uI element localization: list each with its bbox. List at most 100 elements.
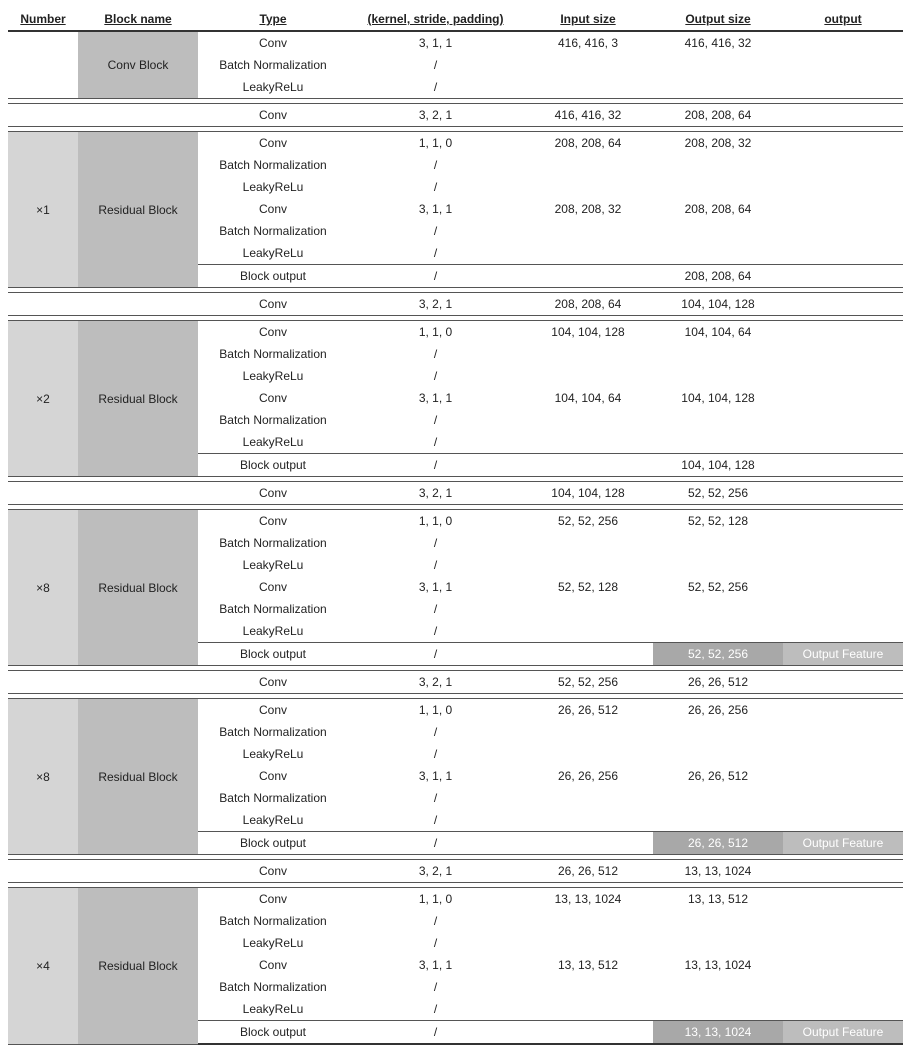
output-cell: Output Feature bbox=[783, 1021, 903, 1045]
block-name-cell: Residual Block bbox=[78, 132, 198, 288]
ksp-cell: / bbox=[348, 620, 523, 643]
type-cell: Block output bbox=[198, 454, 348, 477]
table-row: Conv3, 2, 1104, 104, 12852, 52, 256 bbox=[8, 482, 903, 505]
input-size-cell: 13, 13, 512 bbox=[523, 954, 653, 976]
table-row: Conv3, 2, 126, 26, 51213, 13, 1024 bbox=[8, 860, 903, 883]
ksp-cell: / bbox=[348, 532, 523, 554]
type-cell: LeakyReLu bbox=[198, 365, 348, 387]
output-cell bbox=[783, 54, 903, 76]
type-cell: LeakyReLu bbox=[198, 620, 348, 643]
output-cell bbox=[783, 482, 903, 505]
output-cell bbox=[783, 910, 903, 932]
output-cell bbox=[783, 721, 903, 743]
output-size-cell: 26, 26, 512 bbox=[653, 671, 783, 694]
type-cell: LeakyReLu bbox=[198, 809, 348, 832]
output-size-cell bbox=[653, 554, 783, 576]
ksp-cell: / bbox=[348, 743, 523, 765]
number-cell bbox=[8, 31, 78, 99]
ksp-cell: / bbox=[348, 998, 523, 1021]
output-size-cell bbox=[653, 431, 783, 454]
ksp-cell: 3, 2, 1 bbox=[348, 671, 523, 694]
block-name-cell: Conv Block bbox=[78, 31, 198, 99]
output-size-cell bbox=[653, 54, 783, 76]
type-cell: Block output bbox=[198, 265, 348, 288]
type-cell: Batch Normalization bbox=[198, 787, 348, 809]
output-cell bbox=[783, 809, 903, 832]
output-cell bbox=[783, 598, 903, 620]
type-cell: LeakyReLu bbox=[198, 242, 348, 265]
col-header: Number bbox=[8, 8, 78, 31]
output-size-cell: 104, 104, 64 bbox=[653, 321, 783, 344]
input-size-cell: 416, 416, 32 bbox=[523, 104, 653, 127]
type-cell: LeakyReLu bbox=[198, 176, 348, 198]
input-size-cell: 416, 416, 3 bbox=[523, 31, 653, 54]
input-size-cell bbox=[523, 176, 653, 198]
ksp-cell: / bbox=[348, 431, 523, 454]
table-row: ×1Residual BlockConv1, 1, 0208, 208, 642… bbox=[8, 132, 903, 155]
output-size-cell: 26, 26, 256 bbox=[653, 699, 783, 722]
output-size-cell: 52, 52, 256 bbox=[653, 643, 783, 666]
input-size-cell: 52, 52, 256 bbox=[523, 510, 653, 533]
block-name-cell: Residual Block bbox=[78, 321, 198, 477]
ksp-cell: / bbox=[348, 54, 523, 76]
ksp-cell: 3, 1, 1 bbox=[348, 198, 523, 220]
input-size-cell bbox=[523, 643, 653, 666]
output-cell bbox=[783, 620, 903, 643]
ksp-cell: / bbox=[348, 554, 523, 576]
number-cell: ×8 bbox=[8, 699, 78, 855]
output-size-cell: 104, 104, 128 bbox=[653, 387, 783, 409]
input-size-cell bbox=[523, 743, 653, 765]
input-size-cell bbox=[523, 76, 653, 99]
output-size-cell bbox=[653, 620, 783, 643]
output-size-cell: 13, 13, 1024 bbox=[653, 860, 783, 883]
output-cell bbox=[783, 554, 903, 576]
output-cell bbox=[783, 431, 903, 454]
number-cell: ×1 bbox=[8, 132, 78, 288]
output-cell bbox=[783, 198, 903, 220]
output-cell bbox=[783, 932, 903, 954]
input-size-cell: 13, 13, 1024 bbox=[523, 888, 653, 911]
input-size-cell bbox=[523, 431, 653, 454]
type-cell: LeakyReLu bbox=[198, 431, 348, 454]
output-size-cell bbox=[653, 976, 783, 998]
ksp-cell: 1, 1, 0 bbox=[348, 132, 523, 155]
output-cell bbox=[783, 454, 903, 477]
output-cell bbox=[783, 787, 903, 809]
type-cell: Batch Normalization bbox=[198, 343, 348, 365]
type-cell: Block output bbox=[198, 643, 348, 666]
output-size-cell: 26, 26, 512 bbox=[653, 832, 783, 855]
output-size-cell: 208, 208, 64 bbox=[653, 198, 783, 220]
input-size-cell bbox=[523, 554, 653, 576]
input-size-cell: 26, 26, 256 bbox=[523, 765, 653, 787]
ksp-cell: / bbox=[348, 809, 523, 832]
ksp-cell: 1, 1, 0 bbox=[348, 699, 523, 722]
input-size-cell: 52, 52, 128 bbox=[523, 576, 653, 598]
type-cell: LeakyReLu bbox=[198, 743, 348, 765]
input-size-cell bbox=[523, 721, 653, 743]
output-size-cell bbox=[653, 409, 783, 431]
output-cell bbox=[783, 242, 903, 265]
input-size-cell bbox=[523, 265, 653, 288]
output-cell bbox=[783, 976, 903, 998]
input-size-cell: 104, 104, 128 bbox=[523, 321, 653, 344]
ksp-cell: / bbox=[348, 343, 523, 365]
input-size-cell bbox=[523, 409, 653, 431]
output-size-cell bbox=[653, 532, 783, 554]
table-row: ×8Residual BlockConv1, 1, 052, 52, 25652… bbox=[8, 510, 903, 533]
input-size-cell bbox=[523, 242, 653, 265]
ksp-cell: 3, 2, 1 bbox=[348, 860, 523, 883]
output-cell: Output Feature bbox=[783, 832, 903, 855]
type-cell: Batch Normalization bbox=[198, 220, 348, 242]
output-size-cell: 13, 13, 1024 bbox=[653, 1021, 783, 1045]
output-size-cell bbox=[653, 743, 783, 765]
ksp-cell: / bbox=[348, 409, 523, 431]
type-cell: LeakyReLu bbox=[198, 998, 348, 1021]
output-size-cell bbox=[653, 809, 783, 832]
output-size-cell bbox=[653, 598, 783, 620]
output-cell bbox=[783, 671, 903, 694]
ksp-cell: 3, 2, 1 bbox=[348, 104, 523, 127]
output-size-cell bbox=[653, 154, 783, 176]
type-cell: Conv bbox=[198, 888, 348, 911]
output-size-cell bbox=[653, 910, 783, 932]
block-name-cell: Residual Block bbox=[78, 888, 198, 1045]
